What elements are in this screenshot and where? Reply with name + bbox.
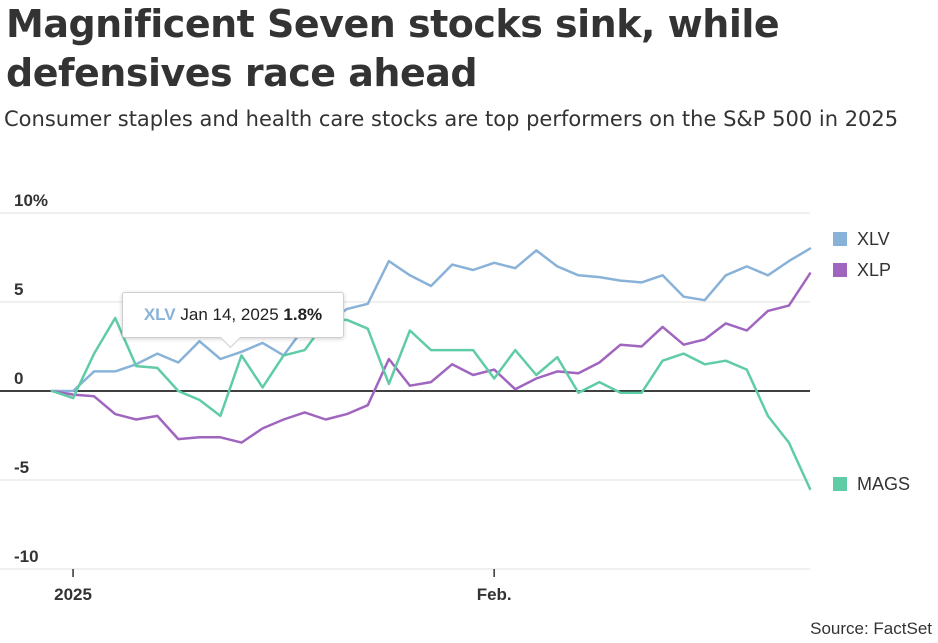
hover-tooltip: XLV Jan 14, 2025 1.8% (122, 292, 344, 338)
series-lines (50, 247, 812, 491)
chart-subtitle: Consumer staples and health care stocks … (4, 107, 899, 131)
legend-swatch-xlp (833, 263, 847, 277)
x-axis-ticks: 2025 Feb. (54, 569, 512, 604)
legend-swatch-xlv (833, 232, 847, 246)
chart-title: Magnificent Seven stocks sink, while def… (6, 2, 780, 95)
source-note: Source: FactSet (810, 619, 932, 638)
gridlines (0, 212, 810, 570)
series-line-xlv (50, 247, 812, 393)
legend-label-mags: MAGS (857, 474, 910, 494)
y-tick-label: -5 (14, 458, 29, 477)
series-line-mags (50, 316, 812, 491)
series-line-xlp (50, 272, 812, 444)
x-tick-label: Feb. (477, 585, 512, 604)
tooltip-series: XLV (143, 305, 176, 324)
legend-label-xlp: XLP (857, 260, 891, 280)
y-axis-tick-labels: 10% 5 0 -5 -10 (14, 191, 48, 566)
x-tick-label: 2025 (54, 585, 92, 604)
legend: XLV XLP MAGS (833, 229, 910, 494)
tooltip-date: Jan 14, 2025 (180, 305, 279, 324)
tooltip-value: 1.8% (283, 305, 323, 324)
legend-swatch-mags (833, 477, 847, 491)
y-tick-label: 10% (14, 191, 48, 210)
y-tick-label: 0 (14, 369, 23, 388)
y-tick-label: -10 (14, 547, 39, 566)
y-tick-label: 5 (14, 280, 23, 299)
legend-label-xlv: XLV (857, 229, 890, 249)
